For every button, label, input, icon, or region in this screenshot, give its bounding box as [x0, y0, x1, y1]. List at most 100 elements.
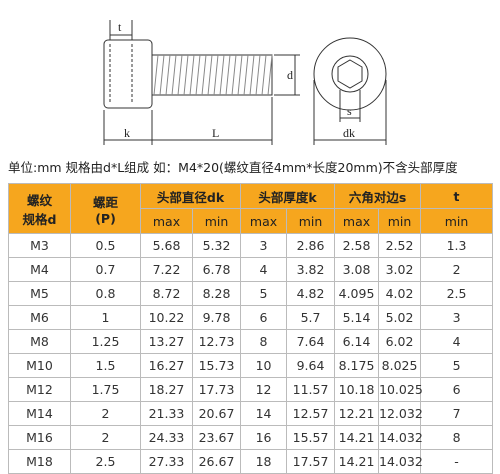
cell: 5.02 — [378, 305, 422, 330]
cell: 2 — [70, 425, 141, 450]
cell: 10.22 — [140, 305, 193, 330]
data-row: M5 0.8 8.72 8.28 5 4.82 4.095 4.02 2.5 — [8, 281, 494, 306]
cell: 3.02 — [378, 257, 422, 282]
cell: 15.73 — [191, 353, 242, 378]
subheader-cell: max — [240, 208, 288, 234]
cell: 7.64 — [286, 329, 336, 354]
cell: 12 — [240, 377, 288, 402]
cell: 14.21 — [334, 449, 380, 474]
cell: M16 — [8, 425, 71, 450]
cell: 18.27 — [140, 377, 193, 402]
cell: 2.58 — [334, 233, 380, 258]
cell: 0.5 — [70, 233, 141, 258]
cell: 3 — [420, 305, 494, 330]
cell: 7.22 — [140, 257, 193, 282]
header-cell: 头部厚度k — [240, 183, 336, 209]
label-d: d — [287, 68, 293, 82]
drawing: t d k L s dk — [103, 20, 387, 145]
cell: 5.32 — [191, 233, 242, 258]
cell: 12.57 — [286, 401, 336, 426]
cell: 16 — [240, 425, 288, 450]
cell: 5.7 — [286, 305, 336, 330]
cell: 12.21 — [334, 401, 380, 426]
cell: 14.21 — [334, 425, 380, 450]
cell: 17.57 — [286, 449, 336, 474]
cell: 2.86 — [286, 233, 336, 258]
cell: M12 — [8, 377, 71, 402]
cell: 4 — [240, 257, 288, 282]
subheader-cell: min — [420, 208, 494, 234]
cell: 23.67 — [191, 425, 242, 450]
data-row: M14 2 21.33 20.67 14 12.57 12.21 12.032 7 — [8, 401, 494, 426]
cell: M18 — [8, 449, 71, 474]
header-cell: t — [420, 183, 494, 209]
cell: 1.3 — [420, 233, 494, 258]
header-cell: 六角对边s — [334, 183, 422, 209]
cell: M10 — [8, 353, 71, 378]
cell: 1.5 — [70, 353, 141, 378]
cell: 18 — [240, 449, 288, 474]
cell: 0.8 — [70, 281, 141, 306]
cell: 2 — [420, 257, 494, 282]
cell: 16.27 — [140, 353, 193, 378]
cell: M4 — [8, 257, 71, 282]
cell: 3.08 — [334, 257, 380, 282]
header-line: 规格d — [22, 211, 57, 227]
cell: 1.25 — [70, 329, 141, 354]
cell: M5 — [8, 281, 71, 306]
data-row: M8 1.25 13.27 12.73 8 7.64 6.14 6.02 4 — [8, 329, 494, 354]
cell: 5 — [240, 281, 288, 306]
cell: 24.33 — [140, 425, 193, 450]
cell: 7 — [420, 401, 494, 426]
cell: 14.032 — [378, 425, 423, 450]
header-cell: 螺距 (P) — [70, 183, 141, 234]
spec-table: 螺纹 规格d 螺距 (P) 头部直径dk 头部厚度k 六角对边s t max min max min m… — [8, 183, 494, 474]
cell: - — [420, 449, 494, 474]
cell: 8.28 — [191, 281, 242, 306]
cell: 0.7 — [70, 257, 141, 282]
cell: 1 — [70, 305, 141, 330]
label-k: k — [124, 126, 130, 140]
cell: 14 — [240, 401, 288, 426]
cell: 2 — [70, 401, 141, 426]
note: 单位:mm 规格由d*L组成 如：M4*20(螺纹直径4mm*长度20mm)不含… — [8, 160, 458, 175]
cell: 5.14 — [334, 305, 380, 330]
cell: 1.75 — [70, 377, 141, 402]
cell: 2.5 — [420, 281, 494, 306]
cell: 2.52 — [378, 233, 422, 258]
data-row: M4 0.7 7.22 6.78 4 3.82 3.08 3.02 2 — [8, 257, 494, 282]
cell: M3 — [8, 233, 71, 258]
header-row: 螺纹 规格d 螺距 (P) 头部直径dk 头部厚度k 六角对边s t — [8, 183, 494, 234]
cell: 9.78 — [191, 305, 242, 330]
cell: 26.67 — [191, 449, 242, 474]
cell: M6 — [8, 305, 71, 330]
data-row: M16 2 24.33 23.67 16 15.57 14.21 14.032 8 — [8, 425, 494, 450]
cell: 3 — [240, 233, 288, 258]
subheader-cell: min — [191, 208, 242, 234]
label-s: s — [347, 104, 352, 118]
cell: 8.175 — [334, 353, 380, 378]
cell: 5 — [420, 353, 494, 378]
cell: 6 — [420, 377, 494, 402]
cell: 3.82 — [286, 257, 336, 282]
cell: 27.33 — [140, 449, 193, 474]
cell: 6.78 — [191, 257, 242, 282]
data-row: M6 1 10.22 9.78 6 5.7 5.14 5.02 3 — [8, 305, 494, 330]
cell: 8 — [240, 329, 288, 354]
subheader-cell: min — [286, 208, 336, 234]
cell: 20.67 — [191, 401, 242, 426]
cell: 11.57 — [286, 377, 336, 402]
cell: 10 — [240, 353, 288, 378]
cell: 13.27 — [140, 329, 193, 354]
cell: 4.82 — [286, 281, 336, 306]
cell: 6.02 — [378, 329, 422, 354]
subheader-cell: min — [378, 208, 422, 234]
cell: 10.025 — [378, 377, 423, 402]
cell: 6 — [240, 305, 288, 330]
subheader-cell: max — [140, 208, 193, 234]
cell: 4.095 — [334, 281, 380, 306]
label-t: t — [118, 20, 122, 34]
cell: 9.64 — [286, 353, 336, 378]
header-line: (P) — [95, 210, 116, 226]
